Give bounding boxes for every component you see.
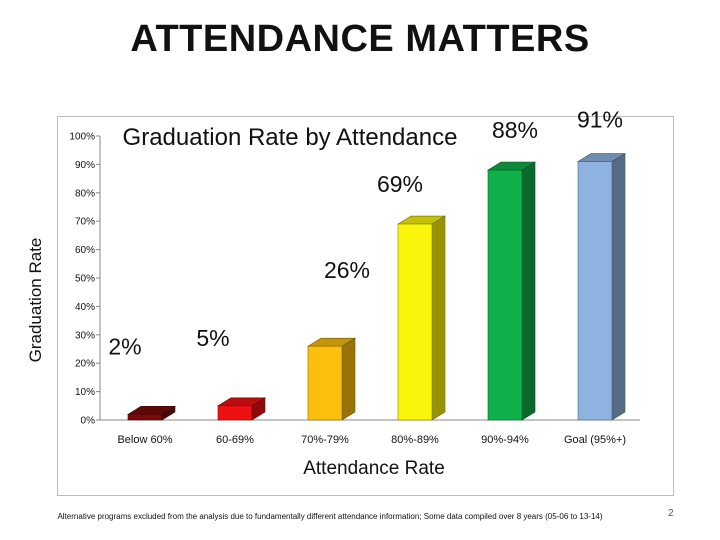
data-label: 69% (377, 171, 423, 197)
x-tick-label: Goal (95%+) (564, 434, 626, 446)
bar-side (521, 161, 536, 421)
bar-side (431, 215, 446, 421)
y-tick-label: 90% (75, 160, 95, 171)
bar (487, 169, 523, 421)
bar (397, 223, 433, 421)
bar-side (611, 153, 626, 421)
y-tick-label: 10% (75, 387, 95, 398)
x-tick-label: Below 60% (117, 434, 172, 446)
y-tick-label: 20% (75, 359, 95, 370)
bar (577, 161, 613, 421)
y-tick-label: 50% (75, 274, 95, 285)
page-number: 2 (668, 508, 674, 519)
y-tick-label: 80% (75, 188, 95, 199)
slide-title: ATTENDANCE MATTERS (130, 18, 590, 60)
x-tick-label: 70%-79% (301, 434, 349, 446)
y-tick-label: 100% (69, 132, 95, 143)
footnote: Alternative programs excluded from the a… (57, 512, 603, 521)
x-tick-label: 90%-94% (481, 434, 529, 446)
y-tick-label: 30% (75, 330, 95, 341)
y-tick-label: 60% (75, 245, 95, 256)
data-label: 91% (577, 107, 623, 133)
y-tick-label: 0% (81, 416, 96, 427)
data-label: 5% (196, 325, 229, 351)
bar (127, 414, 163, 421)
data-label: 2% (108, 333, 141, 359)
bar (217, 405, 253, 421)
x-tick-label: 60-69% (216, 434, 254, 446)
chart-title: Graduation Rate by Attendance (123, 124, 458, 151)
data-label: 88% (492, 117, 538, 143)
chart-frame (57, 116, 674, 496)
x-tick-label: 80%-89% (391, 434, 439, 446)
x-axis-title: Attendance Rate (303, 458, 445, 479)
y-axis-title: Graduation Rate (26, 238, 45, 363)
y-tick-label: 70% (75, 217, 95, 228)
data-label: 26% (324, 257, 370, 283)
bar-side (341, 337, 356, 421)
y-tick-label: 40% (75, 302, 95, 313)
bar (307, 345, 343, 421)
